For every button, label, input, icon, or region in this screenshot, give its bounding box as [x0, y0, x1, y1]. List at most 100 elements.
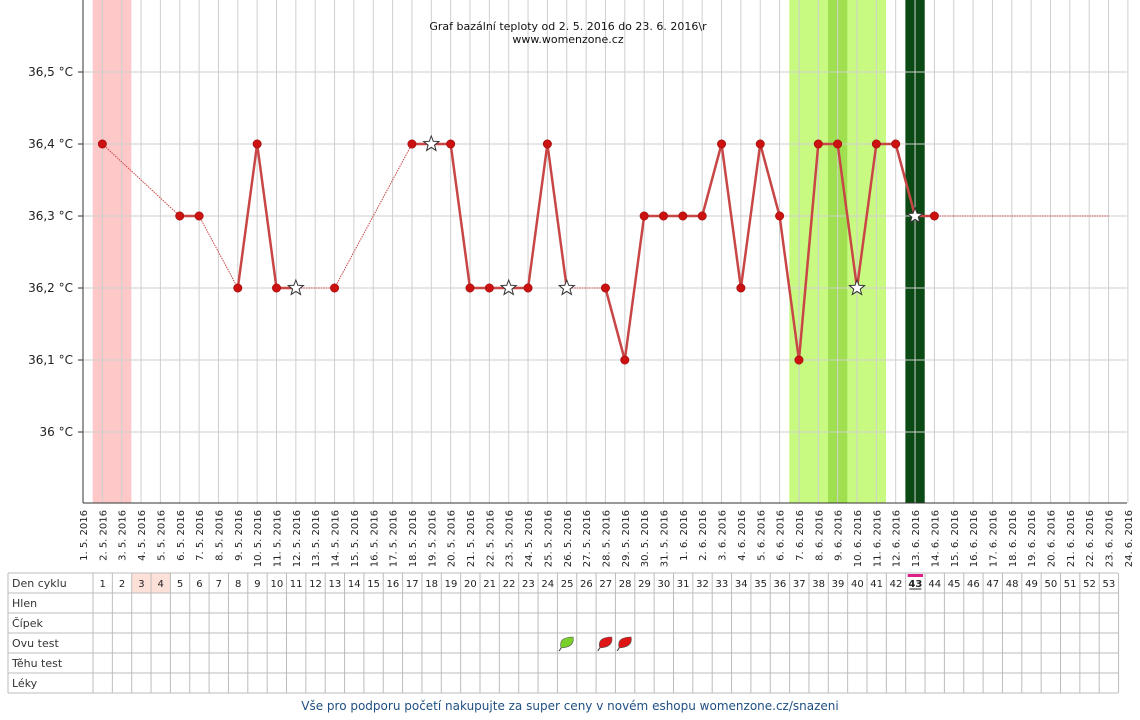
footer-promo-link[interactable]: Vše pro podporu početí nakupujte za supe…	[301, 699, 839, 713]
data-point[interactable]	[871, 139, 881, 149]
day-number[interactable]: 26	[580, 579, 593, 590]
day-number[interactable]: 15	[367, 579, 380, 590]
data-point[interactable]	[678, 211, 688, 221]
data-point[interactable]	[813, 139, 823, 149]
day-number[interactable]: 4	[158, 579, 164, 590]
day-number[interactable]: 5	[177, 579, 183, 590]
day-number[interactable]: 1	[99, 579, 105, 590]
data-point-star[interactable]	[848, 278, 866, 296]
ovu-test-marker[interactable]	[618, 636, 632, 649]
data-point[interactable]	[542, 139, 552, 149]
y-tick-label: 36,2 °C	[28, 281, 73, 295]
footer-promo[interactable]: Vše pro podporu početí nakupujte za supe…	[0, 699, 1140, 713]
data-point[interactable]	[523, 283, 533, 293]
data-point[interactable]	[833, 139, 843, 149]
day-number[interactable]: 34	[735, 579, 748, 590]
day-number[interactable]: 31	[677, 579, 690, 590]
data-point[interactable]	[794, 355, 804, 365]
day-number[interactable]: 6	[196, 579, 202, 590]
data-point[interactable]	[755, 139, 765, 149]
day-number[interactable]: 27	[599, 579, 612, 590]
day-number[interactable]: 52	[1083, 579, 1096, 590]
day-number[interactable]: 45	[948, 579, 961, 590]
day-number[interactable]: 2	[119, 579, 125, 590]
day-number[interactable]: 13	[329, 579, 342, 590]
day-number[interactable]: 19	[445, 579, 458, 590]
data-point[interactable]	[194, 211, 204, 221]
day-number[interactable]: 49	[1025, 579, 1038, 590]
data-point[interactable]	[600, 283, 610, 293]
series-segment	[739, 143, 762, 289]
day-number[interactable]: 35	[754, 579, 767, 590]
data-point[interactable]	[330, 283, 340, 293]
x-tick-label: 21. 5. 2016	[466, 510, 477, 567]
data-point[interactable]	[620, 355, 630, 365]
x-tick-label: 13. 5. 2016	[311, 510, 322, 567]
day-number[interactable]: 51	[1064, 579, 1077, 590]
data-point-star[interactable]	[499, 278, 518, 296]
data-point[interactable]	[717, 139, 727, 149]
data-point[interactable]	[736, 283, 746, 293]
x-tick-label: 25. 5. 2016	[543, 510, 554, 567]
data-point[interactable]	[891, 139, 901, 149]
data-point[interactable]	[697, 211, 707, 221]
day-number[interactable]: 30	[657, 579, 670, 590]
day-number[interactable]: 17	[406, 579, 419, 590]
data-point[interactable]	[775, 211, 785, 221]
day-number[interactable]: 7	[216, 579, 222, 590]
day-number[interactable]: 32	[696, 579, 709, 590]
day-number[interactable]: 11	[290, 579, 303, 590]
day-number[interactable]: 12	[309, 579, 322, 590]
day-number[interactable]: 36	[774, 579, 787, 590]
day-number[interactable]: 42	[890, 579, 903, 590]
day-number[interactable]: 22	[503, 579, 516, 590]
data-point[interactable]	[465, 283, 475, 293]
data-point-star[interactable]	[557, 278, 576, 296]
ovu-test-marker-stem	[616, 647, 620, 652]
day-number[interactable]: 33	[716, 579, 729, 590]
day-number[interactable]: 48	[1006, 579, 1019, 590]
ovu-test-marker[interactable]	[599, 636, 613, 649]
day-number[interactable]: 24	[541, 579, 554, 590]
day-number[interactable]: 50	[1044, 579, 1057, 590]
data-point-star[interactable]	[286, 278, 305, 296]
data-point[interactable]	[639, 211, 649, 221]
data-point[interactable]	[175, 211, 185, 221]
day-number[interactable]: 8	[235, 579, 241, 590]
day-number[interactable]: 38	[812, 579, 825, 590]
day-number[interactable]: 23	[522, 579, 535, 590]
data-point[interactable]	[407, 139, 417, 149]
data-point[interactable]	[233, 283, 243, 293]
day-number[interactable]: 43	[908, 579, 922, 590]
day-number[interactable]: 21	[483, 579, 496, 590]
day-number[interactable]: 37	[793, 579, 806, 590]
data-point-star[interactable]	[422, 134, 441, 152]
day-number[interactable]: 40	[851, 579, 864, 590]
day-number[interactable]: 14	[348, 579, 361, 590]
day-number[interactable]: 20	[464, 579, 477, 590]
day-number[interactable]: 3	[138, 579, 144, 590]
data-point[interactable]	[446, 139, 456, 149]
day-number[interactable]: 28	[619, 579, 632, 590]
day-number[interactable]: 41	[870, 579, 883, 590]
day-number[interactable]: 29	[638, 579, 651, 590]
data-point-star[interactable]	[906, 206, 924, 224]
data-point[interactable]	[271, 283, 281, 293]
ovu-test-marker[interactable]	[560, 636, 574, 649]
day-number[interactable]: 9	[254, 579, 260, 590]
day-number[interactable]: 10	[270, 579, 283, 590]
day-number[interactable]: 39	[832, 579, 845, 590]
day-number[interactable]: 25	[561, 579, 574, 590]
day-number[interactable]: 16	[387, 579, 400, 590]
data-point[interactable]	[484, 283, 494, 293]
data-point[interactable]	[97, 139, 107, 149]
day-number[interactable]: 47	[986, 579, 999, 590]
day-number[interactable]: 18	[425, 579, 438, 590]
day-number[interactable]: 53	[1103, 579, 1116, 590]
day-number[interactable]: 44	[928, 579, 941, 590]
day-number[interactable]: 46	[967, 579, 980, 590]
data-point[interactable]	[929, 211, 939, 221]
data-point[interactable]	[252, 139, 262, 149]
x-tick-label: 8. 5. 2016	[214, 510, 225, 561]
data-point[interactable]	[658, 211, 668, 221]
